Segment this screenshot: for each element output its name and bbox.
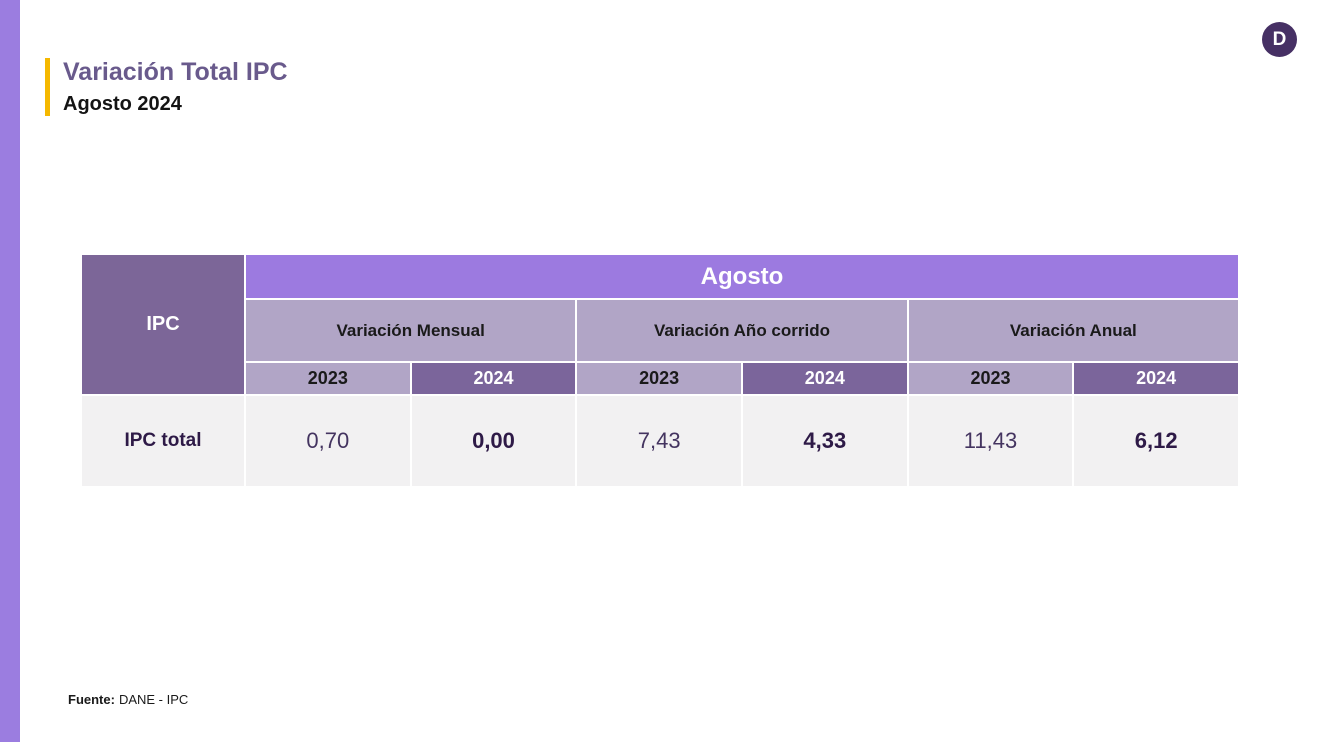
row-label-ipc-total: IPC total <box>82 396 244 486</box>
value-mensual-2024: 0,00 <box>411 396 576 486</box>
source-label: Fuente: <box>68 692 115 707</box>
left-accent-stripe <box>0 0 20 742</box>
value-anual-2024: 6,12 <box>1074 396 1238 486</box>
source-note: Fuente: DANE - IPC <box>68 692 188 707</box>
year-header-2024: 2024 <box>743 363 907 394</box>
value-ano-corrido-2024: 4,33 <box>743 396 907 486</box>
group-header-variacion-ano-corrido: Variación Año corrido <box>577 300 907 361</box>
title-block: Variación Total IPC Agosto 2024 <box>63 58 288 116</box>
year-header-2024: 2024 <box>411 363 576 394</box>
ipc-variation-table: IPC Agosto Variación Mensual Variación A… <box>82 255 1238 486</box>
dane-logo-letter: D <box>1272 28 1287 50</box>
year-header-2023: 2023 <box>908 363 1073 394</box>
group-header-variacion-anual: Variación Anual <box>908 300 1238 361</box>
year-header-2023: 2023 <box>246 363 410 394</box>
slide-header: Variación Total IPC Agosto 2024 <box>45 58 288 116</box>
value-anual-2023: 11,43 <box>908 396 1073 486</box>
value-mensual-2023: 0,70 <box>246 396 410 486</box>
page-title: Variación Total IPC <box>63 58 288 86</box>
group-header-variacion-mensual: Variación Mensual <box>246 300 576 361</box>
source-value: DANE - IPC <box>118 692 189 707</box>
table-corner-header: IPC <box>82 255 244 394</box>
table-month-header: Agosto <box>246 255 1238 298</box>
year-header-2023: 2023 <box>577 363 741 394</box>
title-accent-bar <box>45 58 50 116</box>
dane-logo: D <box>1262 22 1297 57</box>
page-subtitle: Agosto 2024 <box>63 93 182 115</box>
year-header-2024: 2024 <box>1074 363 1238 394</box>
value-ano-corrido-2023: 7,43 <box>577 396 741 486</box>
